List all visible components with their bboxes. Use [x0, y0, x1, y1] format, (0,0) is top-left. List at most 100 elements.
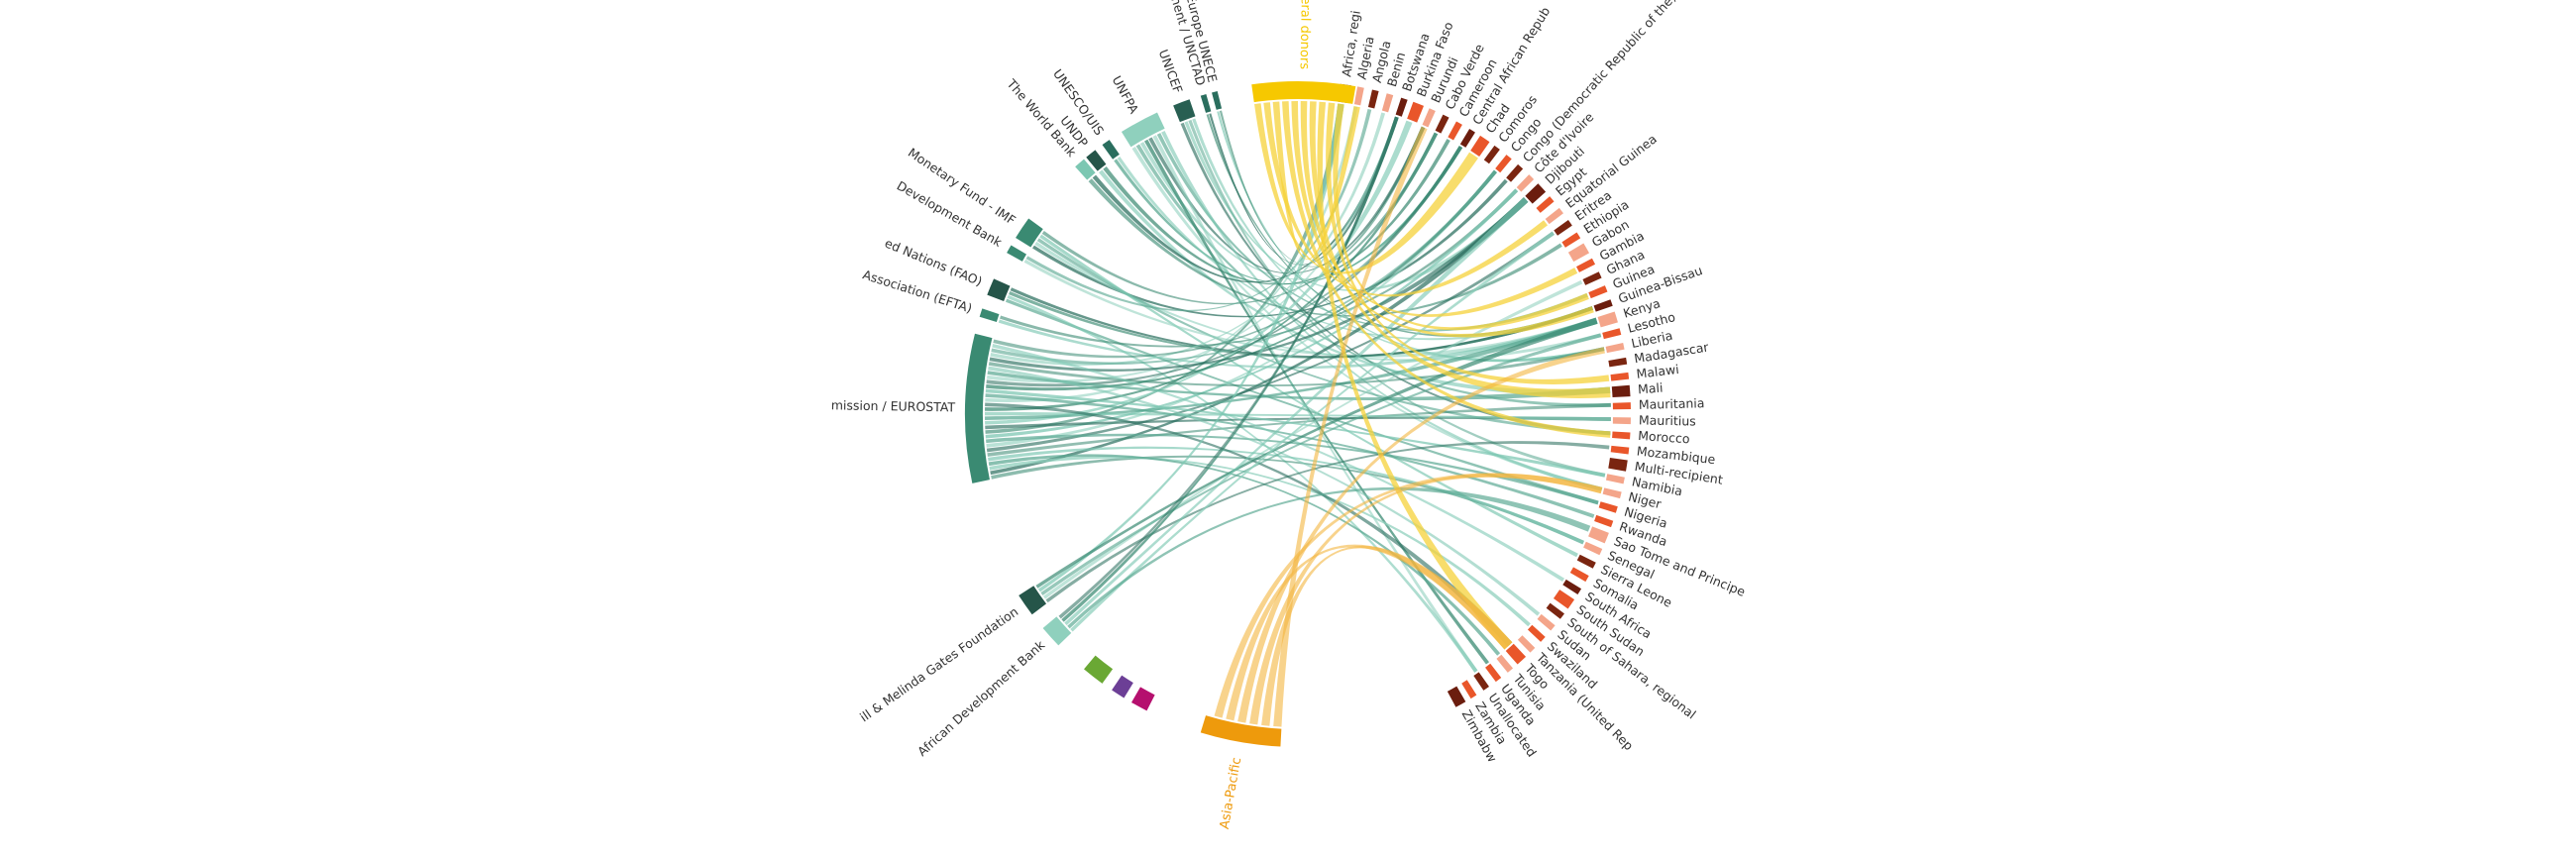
recipient-arc-mali	[1611, 384, 1631, 398]
recipient-arc-angola	[1367, 89, 1379, 109]
donor-arc-african-development-bank	[1042, 616, 1072, 646]
recipient-arc-malawi	[1610, 372, 1630, 381]
recipient-arc-zambia	[1461, 680, 1477, 699]
recipient-arc-ghana	[1582, 271, 1602, 285]
recipient-arc-cabo-verde	[1435, 114, 1449, 134]
recipient-arc-madagascar	[1608, 357, 1628, 368]
donor-arc-unesco-uis	[1102, 140, 1120, 160]
recipient-arc-tanzania-united-rep	[1517, 635, 1536, 653]
group-arc-asia-pacific	[1200, 715, 1282, 747]
ribbon-ed-nations-fao-0	[1005, 298, 1599, 505]
recipient-label-mauritania: Mauritania	[1639, 395, 1705, 412]
small-group-arc-3	[1084, 655, 1114, 684]
recipient-arc-botswana	[1395, 97, 1408, 117]
recipient-arc-sierra-leone	[1576, 554, 1596, 569]
recipient-arc-namibia	[1605, 474, 1625, 484]
small-group-arc-2	[1112, 675, 1133, 698]
group-arc-bilateral-donors	[1251, 81, 1356, 104]
donor-label-mission-eurostat: mission / EUROSTAT	[831, 397, 956, 414]
ribbon-african-development-bank-1	[1067, 486, 1591, 629]
recipient-arc-mauritius	[1612, 417, 1631, 425]
donor-arc-ion-for-europe-unece	[1212, 90, 1223, 110]
ribbon-asia-pacific-1	[1261, 545, 1513, 726]
donor-arc-unicef	[1173, 99, 1196, 123]
recipient-arc-kenya	[1597, 311, 1618, 328]
recipient-arc-congo-democratic-republic-of-the	[1506, 163, 1524, 182]
recipient-arc-central-african-repub	[1459, 129, 1475, 148]
recipient-arc-gambia	[1576, 258, 1596, 272]
recipient-arc-morocco	[1612, 431, 1631, 440]
recipient-arc-south-of-sahara-regional	[1546, 602, 1564, 619]
ribbon-asia-pacific-3	[1237, 347, 1605, 723]
ribbon-asia-pacific-0	[1273, 126, 1428, 727]
recipient-arc-congo	[1495, 155, 1512, 173]
recipient-arc-equatorial-guinea	[1545, 207, 1563, 225]
recipient-arc-burundi	[1422, 108, 1436, 128]
recipient-arc-guinea-bissau	[1593, 299, 1613, 312]
ribbon-unfpa-4	[1148, 126, 1426, 274]
recipient-arc-unallocated	[1473, 672, 1489, 691]
recipient-arc-sudan	[1537, 613, 1556, 631]
donor-arc-monetary-fund-imf	[1016, 218, 1043, 248]
recipient-arc-mauritania	[1612, 402, 1631, 410]
ribbon-layer	[985, 101, 1611, 727]
recipient-arc-algeria	[1353, 86, 1364, 106]
donor-label-unicef: UNICEF	[1156, 48, 1186, 95]
donor-arc-mission-eurostat	[965, 333, 993, 483]
recipient-arc-south-sudan	[1553, 590, 1575, 609]
recipient-arc-tunisia	[1496, 654, 1514, 673]
recipient-arc-burkina-faso	[1407, 101, 1425, 123]
recipient-arc-guinea	[1588, 285, 1608, 299]
group-label-asia-pacific: Asia-Pacific	[1218, 756, 1244, 830]
recipient-label-malawi: Malawi	[1636, 362, 1680, 381]
recipient-arc-niger	[1602, 487, 1622, 499]
donor-label-development-bank: Development Bank	[895, 178, 1006, 251]
donor-arc-unfpa	[1121, 112, 1165, 148]
donor-label-african-development-bank: African Development Bank	[914, 637, 1048, 759]
ribbon-bilateral-2	[1272, 101, 1360, 260]
recipient-arc-senegal	[1583, 541, 1603, 556]
donor-arc-undp	[1086, 150, 1107, 171]
recipient-arc-comoros	[1483, 145, 1500, 164]
recipient-arc-nigeria	[1598, 501, 1618, 513]
ribbon-association-efta-1	[1000, 188, 1519, 348]
arc-layer	[965, 81, 1631, 747]
recipient-arc-togo	[1505, 643, 1527, 665]
ribbon-mission-eurostat-14	[985, 411, 1611, 421]
recipient-arc-eritrea	[1554, 220, 1572, 236]
recipient-arc-djibouti	[1525, 183, 1547, 204]
ribbon-mission-eurostat-5	[987, 402, 1611, 457]
recipient-arc-rwanda	[1594, 514, 1614, 528]
small-group-arc-1	[1131, 687, 1155, 711]
recipient-arc-somalia	[1569, 567, 1589, 583]
ribbon-african-development-bank-2	[1064, 197, 1529, 626]
donor-label-ill-melinda-gates-foundation: ill & Melinda Gates Foundation	[857, 603, 1020, 724]
recipient-label-morocco: Morocco	[1638, 428, 1690, 446]
group-label-bilateral-donors: Bilateral donors	[1297, 0, 1314, 69]
donor-arc-development-bank	[1007, 245, 1027, 262]
recipient-arc-lesotho	[1602, 328, 1622, 340]
recipient-arc-gabon	[1567, 243, 1590, 263]
recipient-arc-south-africa	[1562, 579, 1582, 595]
recipient-arc-sao-tome-and-principe	[1588, 526, 1609, 544]
donor-arc-ill-melinda-gates-foundation	[1019, 586, 1047, 615]
recipient-arc-swaziland	[1527, 624, 1546, 642]
ribbon-mission-eurostat-23	[987, 371, 1611, 401]
donor-arc-development-unctad	[1200, 94, 1212, 113]
recipient-arc-cameroon	[1448, 121, 1462, 141]
donor-arc-association-efta	[979, 308, 1000, 323]
recipient-label-mali: Mali	[1638, 380, 1664, 397]
recipient-arc-ethiopia	[1561, 232, 1581, 248]
recipient-arc-egypt	[1536, 196, 1555, 213]
ribbon-bilateral-9	[1333, 103, 1589, 331]
recipient-arc-benin	[1381, 93, 1394, 113]
donor-arc-the-world-bank	[1075, 159, 1096, 180]
recipient-arc-c-te-d-ivoire	[1516, 174, 1535, 192]
donor-arc-ed-nations-fao	[987, 278, 1011, 302]
recipient-arc-multi-recipient	[1608, 457, 1628, 472]
recipient-arc-liberia	[1605, 342, 1625, 354]
recipient-arc-mozambique	[1610, 445, 1630, 455]
donor-label-unfpa: UNFPA	[1110, 73, 1142, 117]
recipient-arc-chad	[1470, 135, 1490, 158]
